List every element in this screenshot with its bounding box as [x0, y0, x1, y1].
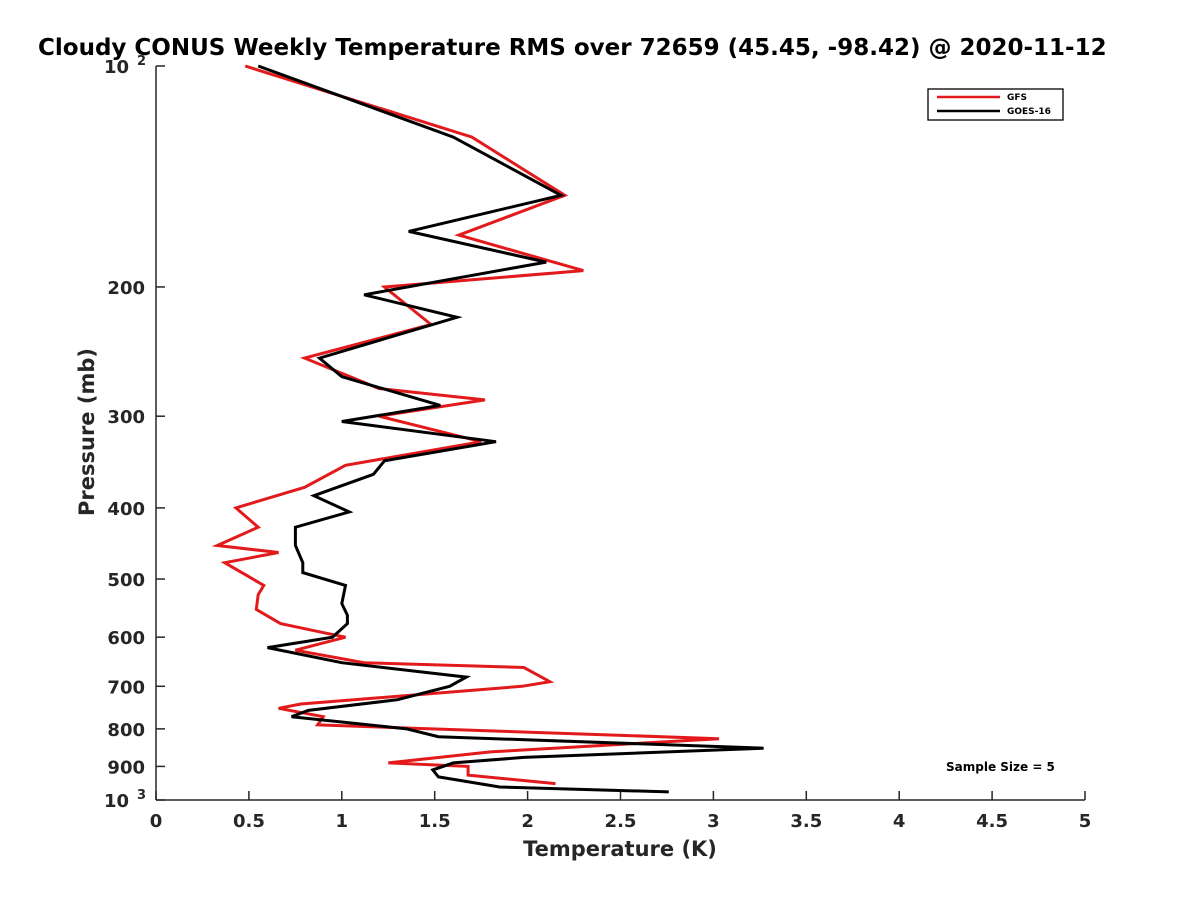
- y-tick-label: 300: [107, 407, 145, 428]
- y-tick-label: 400: [107, 499, 145, 520]
- sample-size-annotation: Sample Size = 5: [946, 760, 1055, 774]
- x-tick-label: 1.5: [419, 811, 451, 832]
- y-tick-label: 500: [107, 570, 145, 591]
- y-tick-label: 700: [107, 677, 145, 698]
- series-line-goes16: [257, 64, 764, 794]
- axes-layer: 0 0.5 1 1.5 2 2.5 3 3.5 4 4.5 5 10 2 200 300 400 500 600 7…: [104, 54, 1091, 832]
- legend: GFS GOES-16: [927, 88, 1064, 121]
- x-tick-label: 3.5: [790, 811, 822, 832]
- series-layer: [211, 64, 764, 794]
- chart-title: Cloudy CONUS Weekly Temperature RMS over…: [38, 35, 1107, 61]
- legend-label-goes16: GOES-16: [1007, 107, 1051, 117]
- x-tick-label: 0.5: [233, 811, 265, 832]
- x-tick-label: 0: [150, 811, 163, 832]
- y-tick-label: 600: [107, 628, 145, 649]
- legend-label-gfs: GFS: [1007, 93, 1027, 103]
- y-axis-label: Pressure (mb): [75, 348, 99, 516]
- y-tick-label: 200: [107, 278, 145, 299]
- x-tick-label: 5: [1079, 811, 1092, 832]
- y-tick-label: 800: [107, 720, 145, 741]
- x-tick-label: 3: [707, 811, 720, 832]
- legend-box: [927, 88, 1064, 121]
- x-tick-label: 2.5: [605, 811, 637, 832]
- y-tick-label: 900: [107, 757, 145, 778]
- x-axis-label: Temperature (K): [523, 837, 717, 861]
- y-tick-label: 10: [104, 57, 129, 78]
- y-tick-exponent: 2: [137, 54, 146, 69]
- x-tick-label: 4: [893, 811, 906, 832]
- x-tick-label: 1: [336, 811, 349, 832]
- y-tick-exponent: 3: [137, 788, 146, 803]
- x-tick-label: 4.5: [976, 811, 1008, 832]
- y-tick-label: 10: [104, 791, 129, 812]
- x-tick-label: 2: [521, 811, 534, 832]
